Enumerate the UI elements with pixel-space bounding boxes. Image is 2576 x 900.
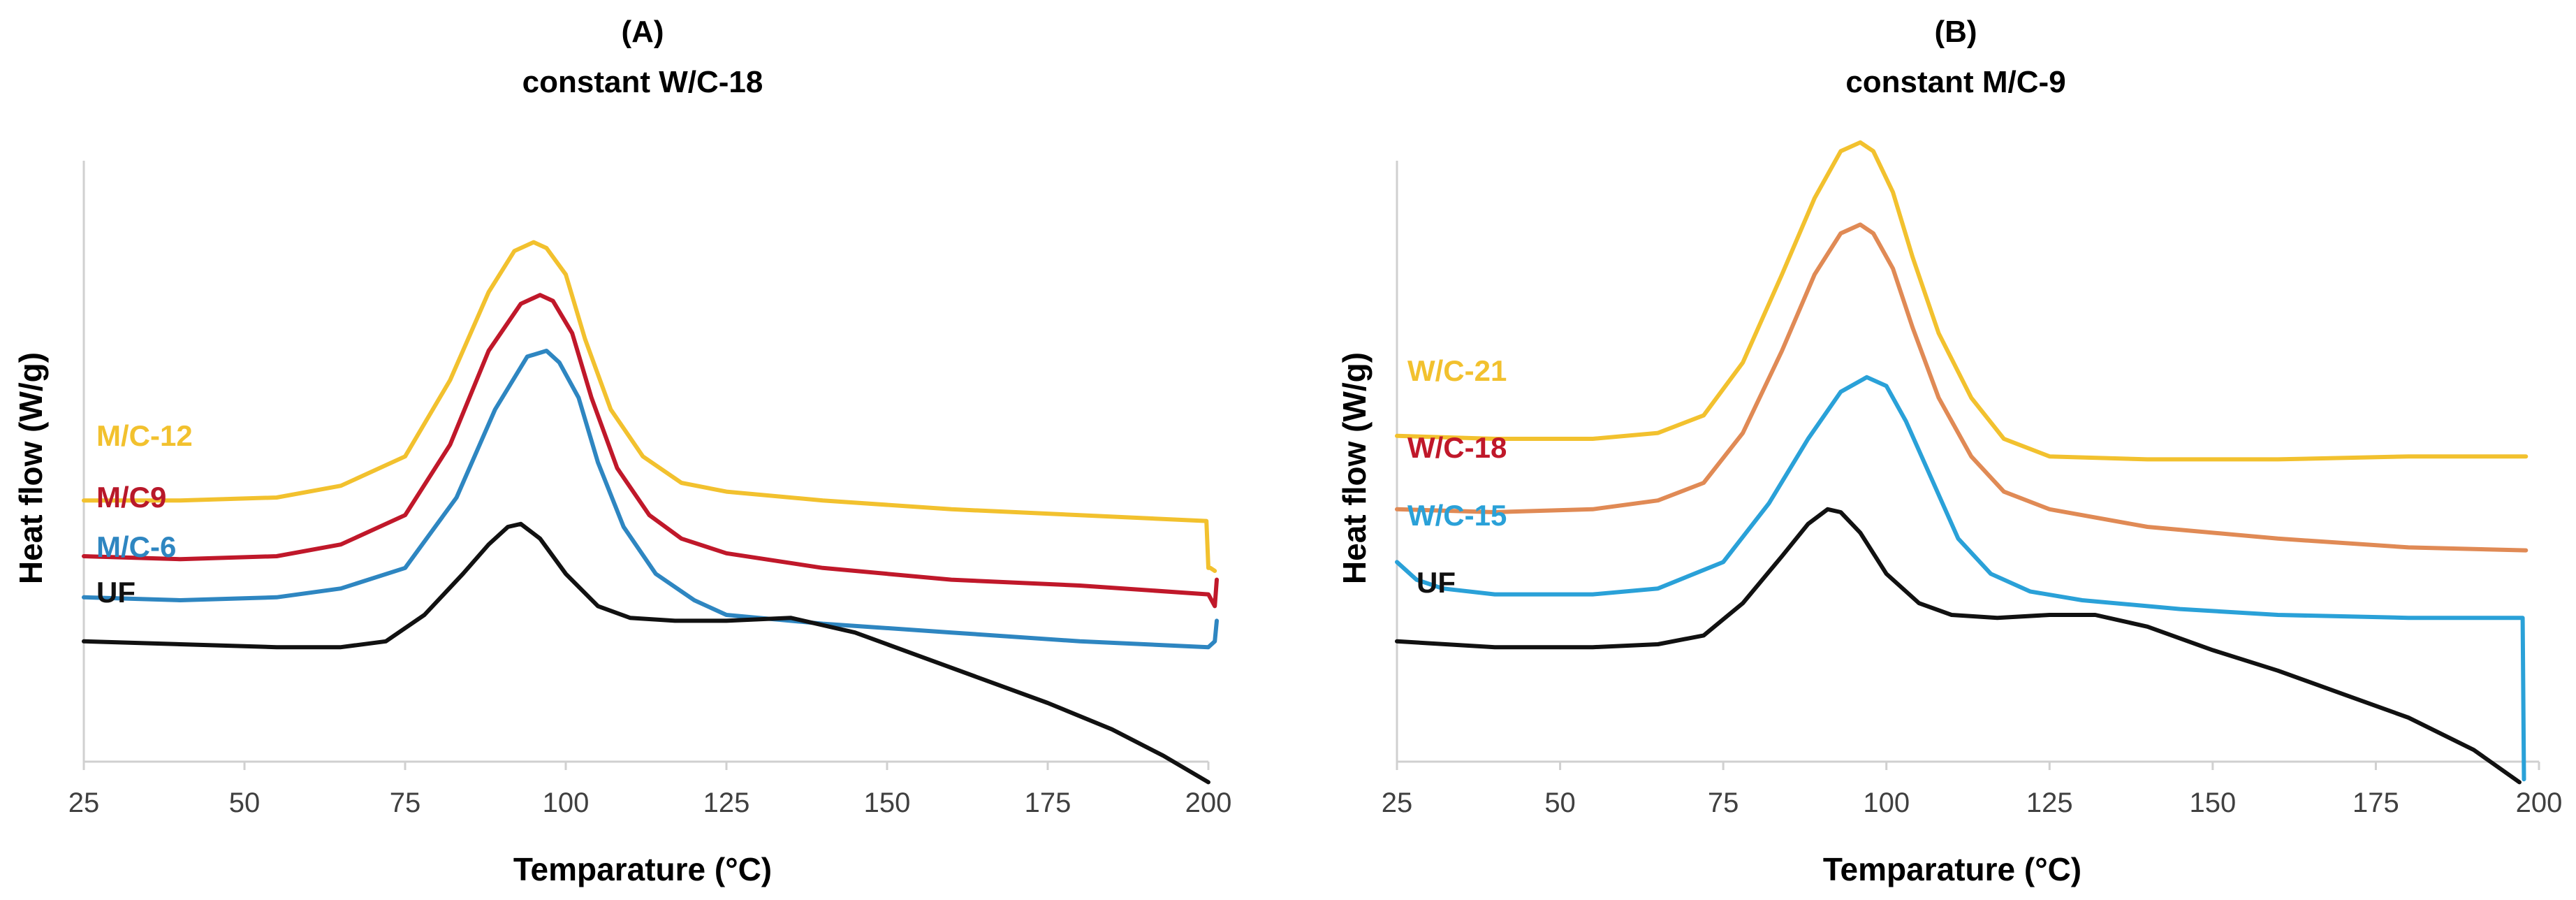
- x-tick-label: 75: [1708, 788, 1739, 818]
- series-label: W/C-18: [1407, 431, 1507, 464]
- x-tick-label: 175: [1025, 788, 1071, 818]
- series-label: M/C9: [96, 481, 166, 514]
- series-label: UF: [1417, 566, 1456, 599]
- x-tick-label: 200: [1185, 788, 1232, 818]
- x-tick-label: 100: [1863, 788, 1910, 818]
- series-label: W/C-15: [1407, 499, 1507, 532]
- series-label: UF: [96, 576, 136, 609]
- series-label: W/C-21: [1407, 354, 1507, 387]
- x-tick-label: 50: [1544, 788, 1576, 818]
- panel-a: (A) constant W/C-18 25 50 75 100 125 150 175 200 T…: [13, 15, 1231, 887]
- x-tick-label: 125: [703, 788, 750, 818]
- series-label: M/C-12: [96, 419, 193, 452]
- x-tick-label: 150: [864, 788, 911, 818]
- panel-label: (B): [1934, 15, 1977, 49]
- series-line-m-c9: [82, 293, 1219, 609]
- x-tick-label: 75: [390, 788, 421, 818]
- series-line-m-c-6: [82, 349, 1219, 650]
- x-tick-label: 50: [229, 788, 261, 818]
- chart-title: constant W/C-18: [522, 65, 763, 99]
- series-line-m-c-12: [82, 240, 1217, 573]
- series-line-w-c-21: [1395, 140, 2529, 462]
- series-label: M/C-6: [96, 530, 176, 563]
- x-axis-label: Temparature (°C): [513, 851, 772, 887]
- panel-b: (B) constant M/C-9 25 50 75 100 125 150 175 200 Te…: [1336, 15, 2562, 887]
- series-line-w-c-15: [1395, 375, 2526, 782]
- series-line-w-c-18: [1395, 222, 2529, 553]
- panel-label: (A): [621, 15, 664, 49]
- x-tick-label: 125: [2026, 788, 2073, 818]
- y-axis-label: Heat flow (W/g): [13, 352, 49, 584]
- chart-title: constant M/C-9: [1845, 65, 2065, 99]
- y-axis-label: Heat flow (W/g): [1336, 352, 1373, 584]
- x-tick-label: 100: [543, 788, 590, 818]
- x-tick-label: 175: [2352, 788, 2399, 818]
- series-line-uf: [1395, 507, 2522, 785]
- x-tick-label: 150: [2189, 788, 2236, 818]
- series-line-uf: [82, 521, 1210, 785]
- x-tick-label: 25: [1382, 788, 1413, 818]
- x-tick-label: 25: [68, 788, 100, 818]
- x-tick-label: 200: [2516, 788, 2563, 818]
- x-axis-label: Temparature (°C): [1823, 851, 2081, 887]
